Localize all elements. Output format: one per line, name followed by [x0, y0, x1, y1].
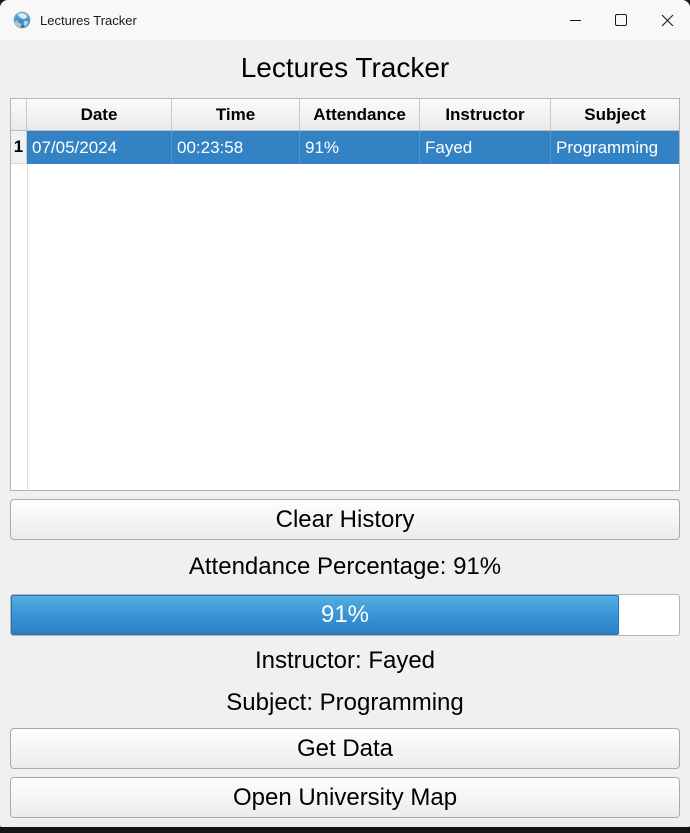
open-university-map-button[interactable]: Open University Map — [10, 777, 680, 818]
table-row[interactable]: 1 07/05/2024 00:23:58 91% Fayed Programm… — [11, 131, 679, 164]
main-content: Lectures Tracker Date Time Attendance In… — [0, 40, 690, 827]
maximize-button[interactable] — [598, 0, 644, 40]
row-number: 1 — [11, 131, 27, 164]
column-header-subject[interactable]: Subject — [584, 104, 646, 124]
cell-date[interactable]: 07/05/2024 — [27, 131, 172, 164]
clear-history-button[interactable]: Clear History — [10, 499, 680, 540]
close-button[interactable] — [644, 0, 690, 40]
get-data-button[interactable]: Get Data — [10, 728, 680, 769]
cell-instructor[interactable]: Fayed — [420, 131, 551, 164]
maximize-icon — [615, 14, 627, 26]
column-header-time[interactable]: Time — [172, 99, 300, 130]
page-title: Lectures Tracker — [240, 52, 450, 83]
column-header-instructor[interactable]: Instructor — [420, 99, 551, 130]
column-header-attendance[interactable]: Attendance — [300, 99, 420, 130]
close-icon — [661, 14, 673, 26]
minimize-button[interactable] — [552, 0, 598, 40]
attendance-percentage-label: Attendance Percentage: 91% — [188, 553, 502, 580]
column-header-date[interactable]: Date — [27, 99, 172, 130]
minimize-icon — [569, 19, 581, 21]
instructor-label: Instructor: Fayed — [254, 647, 436, 674]
table-corner-cell — [11, 99, 27, 130]
cell-subject[interactable]: Programming — [551, 131, 679, 164]
progress-value-label: 91% — [320, 601, 370, 628]
cell-time[interactable]: 00:23:58 — [172, 131, 300, 164]
lectures-table[interactable]: Date Time Attendance Instructor Subject … — [10, 98, 680, 491]
row-header-divider — [27, 99, 28, 490]
window-title: Lectures Tracker — [40, 12, 137, 28]
cell-attendance[interactable]: 91% — [300, 131, 420, 164]
titlebar[interactable]: Lectures Tracker — [0, 0, 690, 40]
attendance-progress-bar: 91% — [10, 594, 680, 636]
globe-app-icon — [13, 11, 31, 29]
table-header-row: Date Time Attendance Instructor Subject — [11, 99, 679, 131]
progress-fill — [11, 595, 619, 635]
subject-label: Subject: Programming — [226, 689, 464, 716]
